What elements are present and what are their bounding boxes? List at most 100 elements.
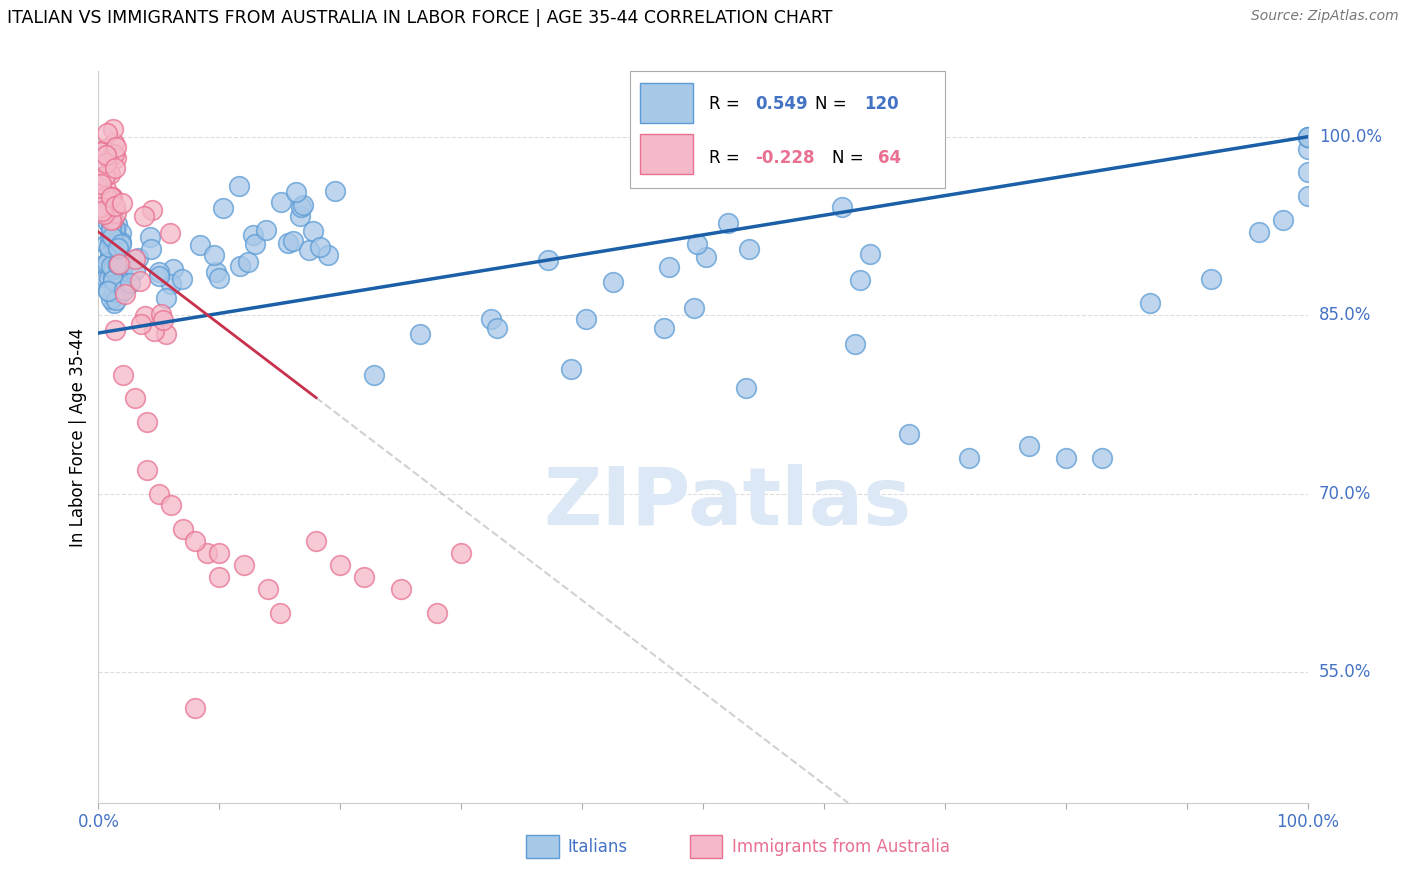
Text: N =: N = [815,95,852,113]
FancyBboxPatch shape [640,83,693,122]
Point [103,258,125,272]
Point [1272,213,1295,227]
Point [560,362,582,376]
FancyBboxPatch shape [690,835,723,858]
Text: ITALIAN VS IMMIGRANTS FROM AUSTRALIA IN LABOR FORCE | AGE 35-44 CORRELATION CHAR: ITALIAN VS IMMIGRANTS FROM AUSTRALIA IN … [7,9,832,27]
Point [602,275,624,289]
Point [98,252,121,267]
Text: R =: R = [709,95,745,113]
Point [232,558,254,572]
Point [323,185,346,199]
Point [155,291,177,305]
Point [160,499,183,513]
Point [98,240,121,254]
FancyBboxPatch shape [526,835,560,858]
Point [105,151,128,165]
Point [112,283,135,297]
Point [90,203,112,218]
Point [97,164,120,178]
Point [129,317,152,331]
Point [1296,142,1319,156]
Point [100,189,122,203]
Point [108,239,131,253]
Point [97,270,120,285]
Point [686,236,709,251]
Point [94,147,117,161]
Point [103,238,125,252]
Point [353,570,375,584]
Point [100,213,122,227]
Point [107,260,129,275]
Point [107,252,129,267]
Point [94,257,117,271]
Point [101,212,124,227]
Point [98,231,121,245]
Point [108,252,131,267]
Point [184,534,207,549]
Text: 120: 120 [863,95,898,113]
Point [105,269,128,284]
Point [90,186,112,201]
Point [90,145,112,160]
Point [94,182,117,196]
Point [172,272,194,286]
Point [363,368,385,382]
Text: Italians: Italians [568,838,627,855]
FancyBboxPatch shape [640,135,693,174]
Point [309,240,332,254]
Point [124,392,146,406]
Point [256,582,278,596]
Point [1296,189,1319,203]
Point [104,226,127,240]
Point [148,268,170,283]
Point [329,558,352,572]
Point [111,261,134,276]
Point [104,222,127,236]
Point [155,327,177,342]
Point [302,224,325,238]
Point [270,195,292,210]
Point [114,287,136,301]
Point [188,238,211,252]
Point [127,251,149,265]
Point [243,236,266,251]
Text: Immigrants from Australia: Immigrants from Australia [733,838,950,855]
Point [172,522,194,536]
Point [96,155,118,169]
Point [129,274,152,288]
Point [96,189,118,203]
Point [98,247,121,261]
Point [291,198,314,212]
Point [101,230,124,244]
Point [305,534,328,549]
Point [1091,450,1114,465]
Text: 85.0%: 85.0% [1319,306,1371,324]
Point [204,265,226,279]
Point [254,222,277,236]
Point [738,243,761,257]
Text: N =: N = [832,149,869,167]
Point [148,265,170,279]
Point [101,232,124,246]
Point [93,142,115,156]
Point [1296,129,1319,144]
Point [479,312,502,326]
Point [142,324,165,338]
Point [831,200,853,214]
Point [139,230,162,244]
Point [1296,129,1319,144]
Point [717,216,740,230]
Point [141,202,163,217]
Point [105,293,128,307]
Point [104,161,127,175]
Point [101,271,124,285]
Point [124,252,146,266]
Point [103,285,125,299]
Point [100,230,122,244]
Point [537,252,560,267]
Point [107,258,129,272]
Point [100,259,122,273]
Point [281,234,304,248]
Point [105,217,128,231]
Point [654,320,676,334]
